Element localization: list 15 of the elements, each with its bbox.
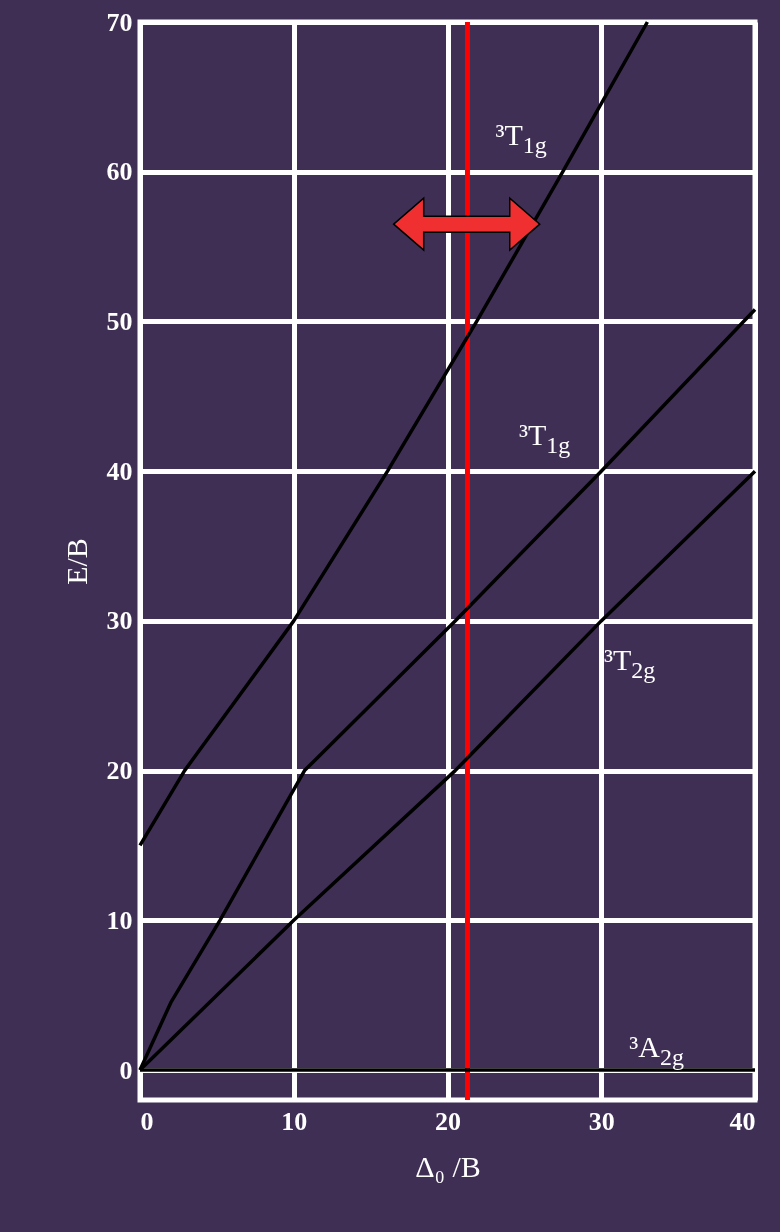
y-tick-label: 20: [106, 756, 133, 786]
y-tick-label: 30: [106, 606, 133, 636]
x-tick-label: 10: [281, 1106, 308, 1136]
x-tick-label: 40: [729, 1106, 756, 1136]
x-tick-label: 20: [435, 1106, 461, 1136]
x-tick-label: 0: [140, 1106, 154, 1136]
y-tick-label: 0: [119, 1055, 133, 1085]
y-axis-title: E/B: [59, 538, 93, 585]
y-tick-label: 10: [106, 905, 133, 935]
y-tick-label: 40: [106, 456, 133, 486]
x-axis-title: Δ₀ /B: [415, 1149, 481, 1183]
y-tick-label: 60: [106, 157, 133, 187]
y-tick-label: 50: [106, 306, 133, 336]
y-tick-label: 70: [106, 7, 133, 37]
x-tick-label: 30: [588, 1106, 615, 1136]
